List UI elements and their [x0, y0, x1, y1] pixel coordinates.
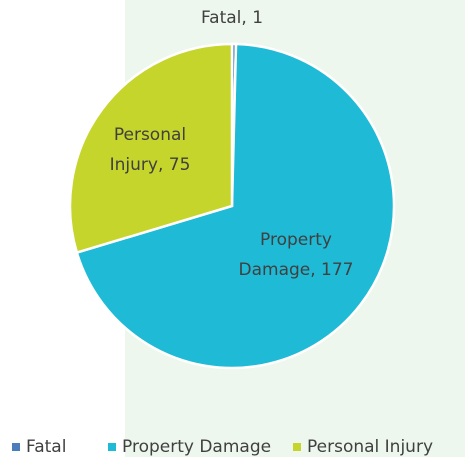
data-label: Injury, 75	[110, 155, 191, 175]
legend-label: Property Damage	[122, 437, 271, 457]
data-label: Fatal, 1	[201, 8, 263, 28]
legend-marker	[108, 443, 116, 451]
data-label: Damage, 177	[239, 260, 354, 280]
data-label: Personal	[114, 125, 186, 145]
legend-marker	[12, 443, 20, 451]
data-label: Property	[260, 230, 332, 250]
legend-label: Personal Injury	[307, 437, 433, 457]
legend-label: Fatal	[26, 437, 66, 457]
pie-slice	[75, 42, 396, 370]
pie-slice	[68, 42, 234, 255]
legend-marker	[293, 443, 301, 451]
